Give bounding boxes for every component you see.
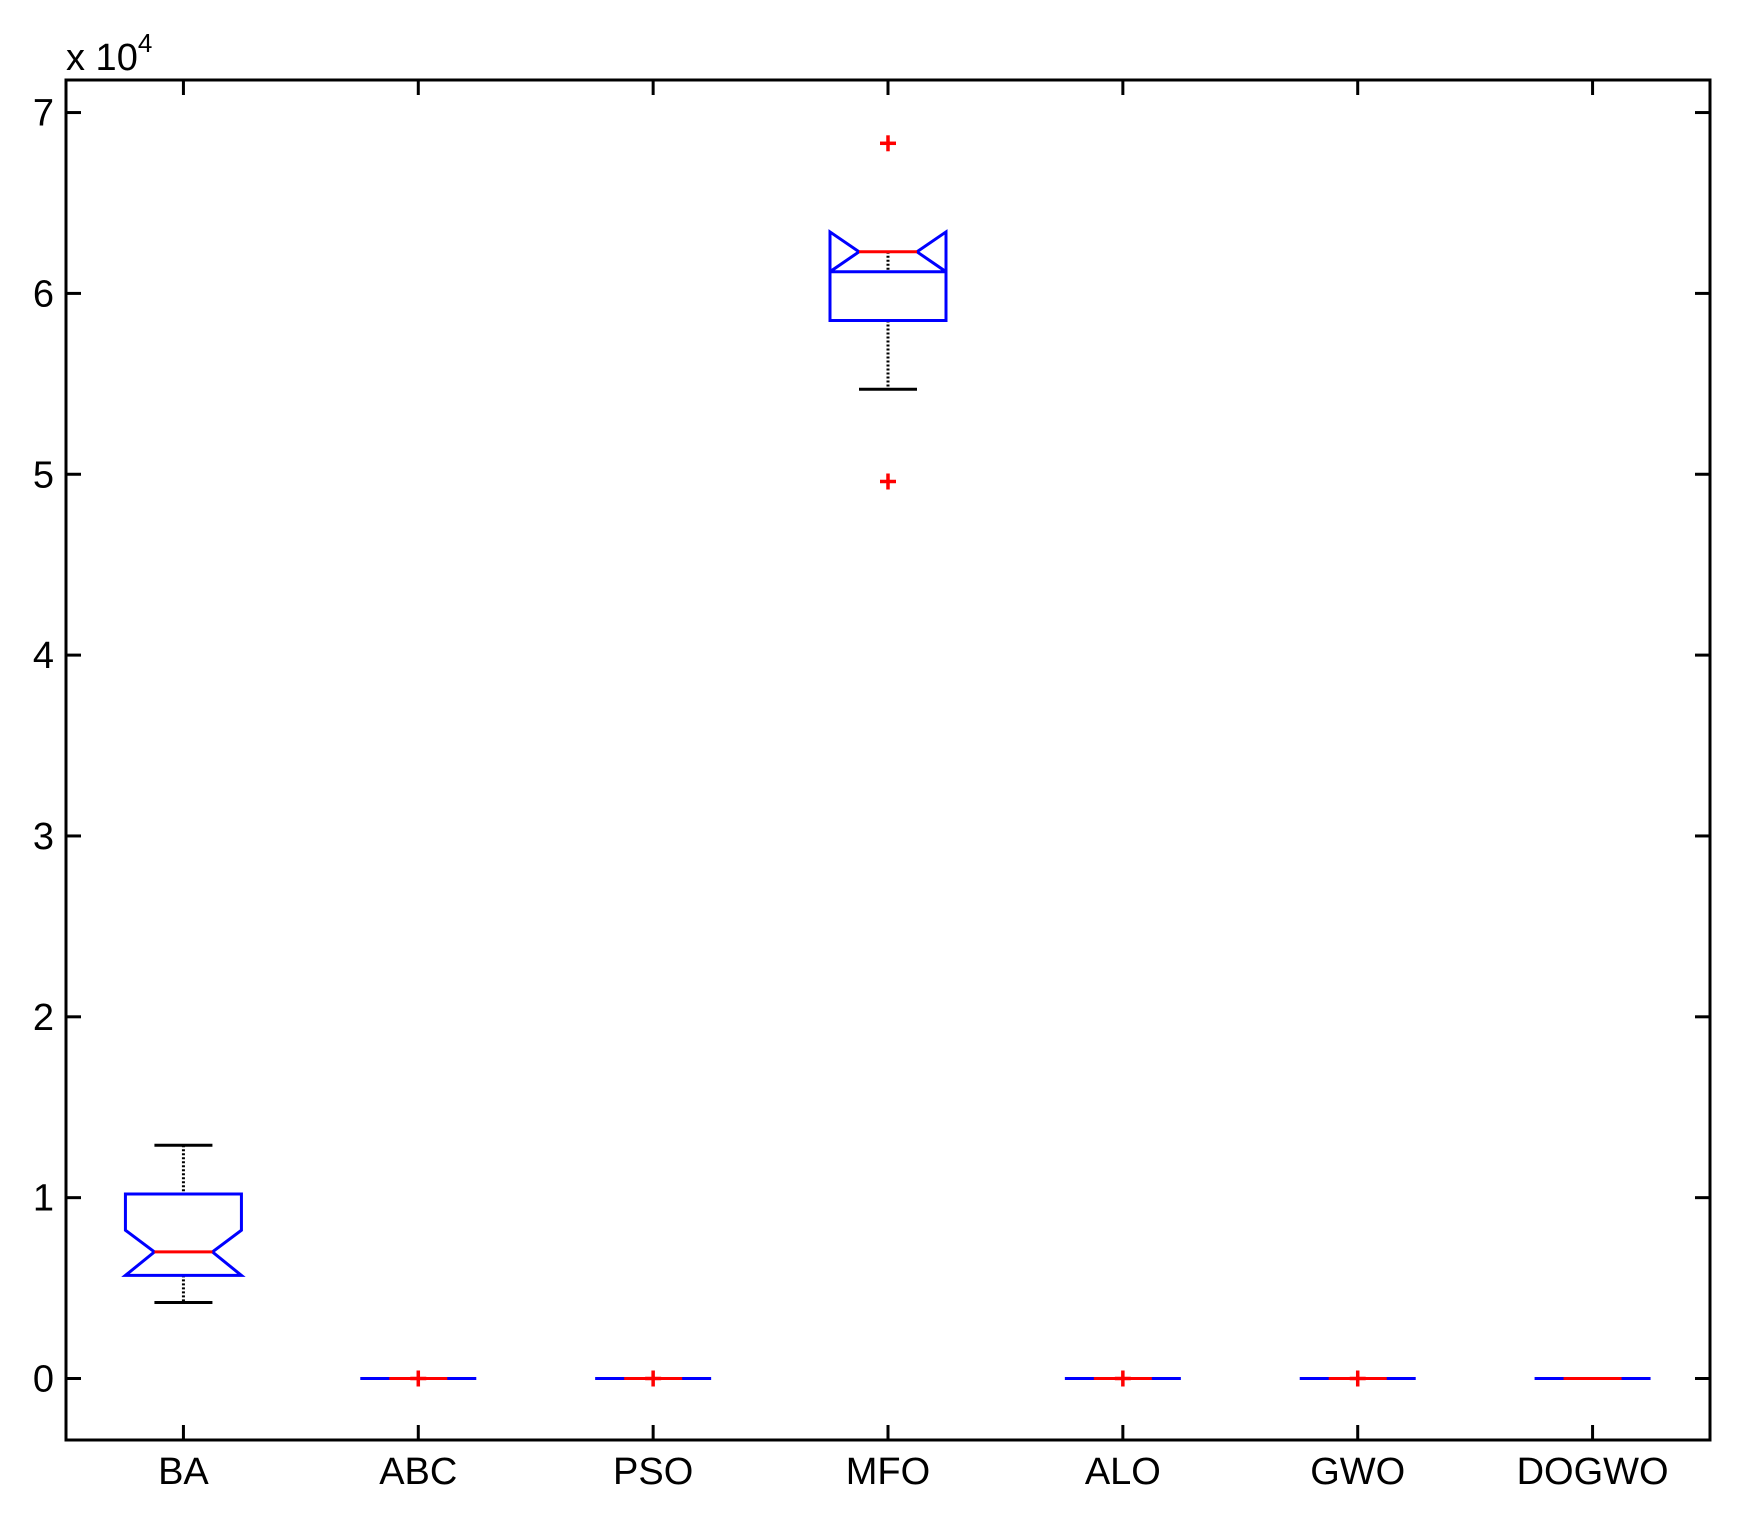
box-ba [121,1143,246,1305]
outlier-marker [645,1370,662,1387]
exponent-power: 4 [138,28,152,58]
outlier-marker [880,135,896,152]
axis-ticks [66,80,1710,1440]
x-tick-label: PSO [613,1451,693,1493]
outlier-marker [410,1370,427,1387]
box-mfo [828,135,948,490]
box-alo [1064,1370,1181,1387]
y-tick-label: 2 [33,997,54,1039]
y-tick-label: 0 [33,1359,54,1401]
tick-labels: 0 1 2 3 4 5 6 7 BA ABC PSO MFO ALO GWO DOGWO [33,93,1669,1493]
y-tick-label: 3 [33,816,54,858]
x-tick-label: ABC [379,1451,457,1493]
axes-frame [64,78,1712,1442]
box-gwo [1299,1370,1416,1387]
outlier-marker [880,473,896,490]
y-tick-label: 7 [33,93,54,135]
exponent-label: x 104 [66,28,152,79]
outlier-marker [1114,1370,1131,1387]
x-tick-label: MFO [846,1451,930,1493]
x-tick-label: GWO [1310,1451,1405,1493]
exponent-prefix: x 10 [66,37,138,79]
box-outline [121,1192,246,1277]
y-tick-label: 1 [33,1178,54,1220]
y-tick-label: 5 [33,454,54,496]
x-tick-label: DOGWO [1517,1451,1669,1493]
y-tick-label: 4 [33,635,54,677]
x-tick-label: BA [158,1451,209,1493]
y-tick-label: 6 [33,273,54,315]
boxes [121,135,1651,1387]
box-abc [360,1370,477,1387]
box-outline [828,229,948,323]
x-tick-label: ALO [1085,1451,1161,1493]
outlier-marker [1349,1370,1366,1387]
box-pso [595,1370,712,1387]
